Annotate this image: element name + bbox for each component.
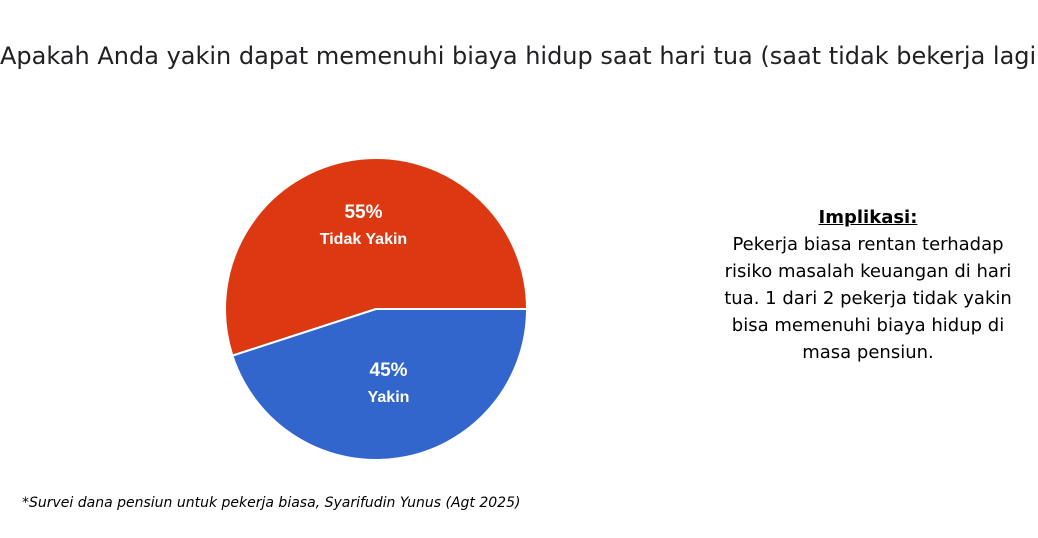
implication-note: Implikasi: Pekerja biasa rentan terhadap… (708, 204, 1028, 366)
slice-value-label-1: 45% (370, 360, 408, 381)
pie-slice-0 (224, 157, 529, 357)
slice-value-label-0: 55% (344, 202, 382, 223)
source-footnote: *Survei dana pensiun untuk pekerja biasa… (22, 495, 521, 511)
pie-slice-1 (231, 308, 529, 461)
slice-category-label-0: Tidak Yakin (320, 231, 407, 248)
implication-body: Pekerja biasa rentan terhadap risiko mas… (724, 234, 1012, 363)
slice-category-label-1: Yakin (368, 389, 410, 406)
implication-heading: Implikasi: (818, 207, 918, 228)
chart-title: Apakah Anda yakin dapat memenuhi biaya h… (0, 42, 1038, 70)
